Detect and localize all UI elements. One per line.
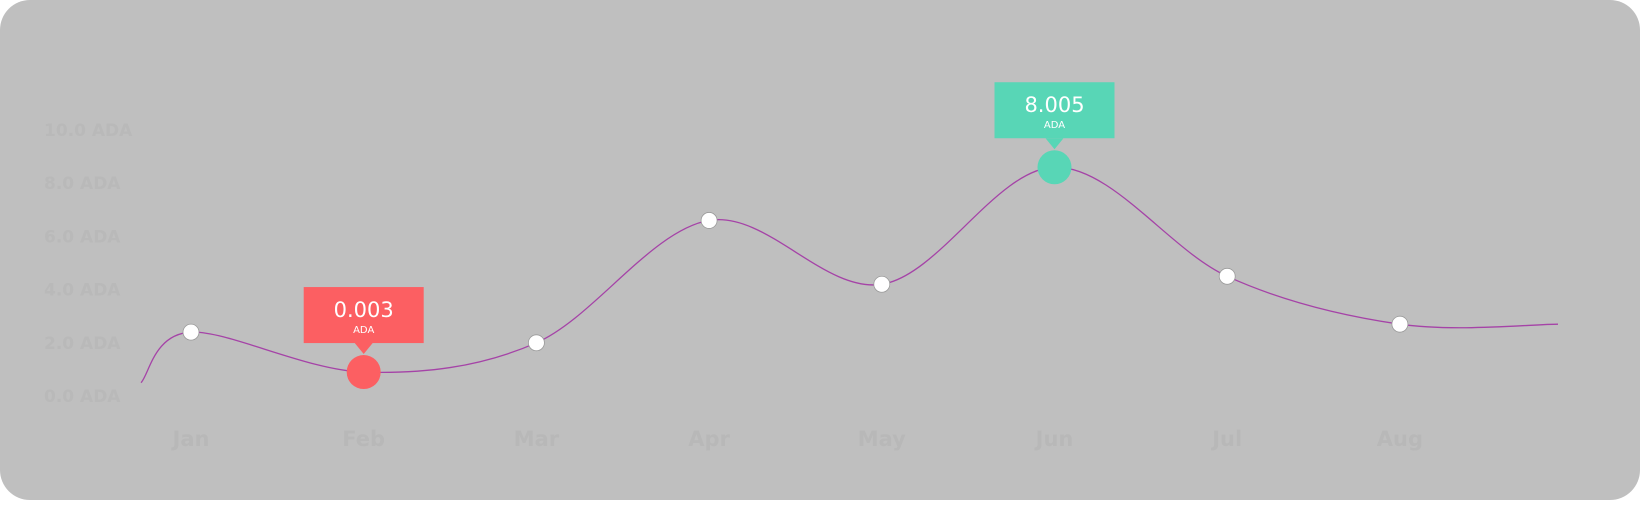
x-tick-label: Apr (688, 427, 730, 451)
tooltip-value: 0.003 (334, 298, 394, 322)
y-tick-label: 8.0 ADA (44, 174, 121, 194)
data-point[interactable] (182, 323, 200, 341)
value-tooltip: 8.005 ADA (994, 82, 1115, 150)
highlight-point[interactable] (1037, 150, 1072, 185)
data-points (182, 150, 1409, 390)
x-tick-label: Jul (1210, 427, 1242, 451)
y-axis: 0.0 ADA 2.0 ADA 4.0 ADA 6.0 ADA 8.0 ADA 10.0 … (44, 121, 133, 407)
x-tick-label: Feb (342, 427, 385, 451)
tooltip-box (994, 82, 1115, 139)
x-tick-label: Aug (1377, 427, 1423, 451)
series-line (140, 166, 1559, 384)
tooltip-value: 8.005 (1024, 93, 1084, 117)
highlight-point[interactable] (346, 355, 381, 390)
data-point[interactable] (528, 334, 545, 352)
data-point[interactable] (1391, 315, 1409, 333)
x-tick-label: Jun (1034, 427, 1074, 451)
y-tick-label: 6.0 ADA (44, 227, 121, 247)
tooltips: 0.003 ADA 8.005 ADA (303, 82, 1115, 355)
y-tick-label: 10.0 ADA (44, 121, 133, 141)
tooltip-unit: ADA (1044, 120, 1065, 131)
data-point[interactable] (1218, 267, 1236, 285)
tooltip-pointer (354, 343, 373, 355)
value-tooltip: 0.003 ADA (303, 287, 424, 355)
y-tick-label: 4.0 ADA (44, 281, 121, 301)
x-tick-label: May (858, 427, 906, 451)
y-tick-label: 2.0 ADA (44, 334, 121, 354)
x-tick-label: Mar (514, 427, 560, 451)
tooltip-box (303, 287, 424, 344)
x-tick-label: Jan (171, 427, 210, 451)
data-point[interactable] (873, 275, 891, 293)
x-axis: Jan Feb Mar Apr May Jun Jul Aug (171, 427, 1423, 451)
tooltip-pointer (1045, 138, 1064, 150)
data-point[interactable] (700, 212, 718, 229)
y-tick-label: 0.0 ADA (44, 387, 121, 407)
tooltip-unit: ADA (353, 325, 374, 336)
